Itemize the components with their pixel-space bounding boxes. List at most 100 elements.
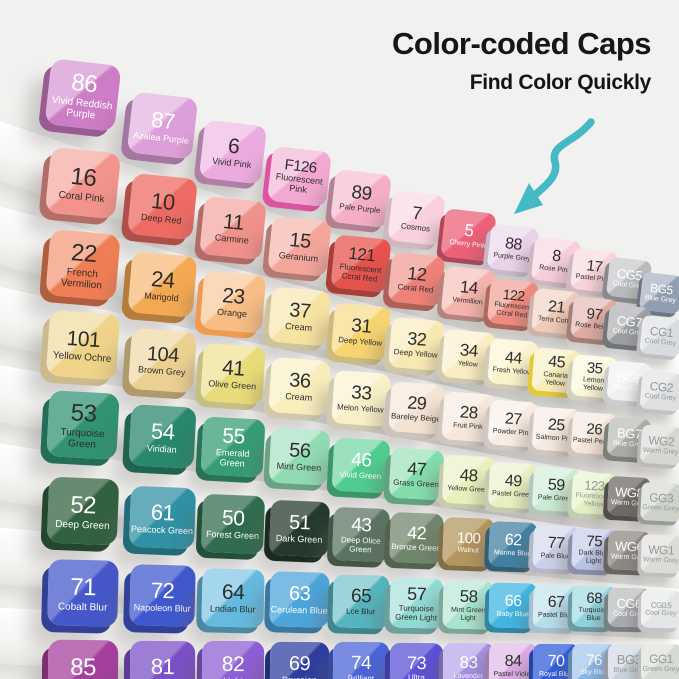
cap-code: 14 [459, 277, 479, 299]
cap-code: 81 [150, 653, 175, 679]
cap-code: 84 [504, 652, 522, 670]
cap-name: Turquoise Green Light [395, 603, 438, 623]
cap-name: Cobalt Blur [57, 600, 108, 614]
cap-name: Deep Green [54, 518, 110, 532]
marker-cap-65: 65 Lce Blur [332, 574, 390, 629]
marker-cap-16: 16 Coral Pink [44, 146, 122, 220]
cap-code: 48 [459, 465, 479, 486]
marker-cap-54: 54 Viridian [128, 404, 197, 469]
cap-code: 64 [221, 580, 245, 605]
cap-name: Turquoise Green [60, 426, 105, 451]
marker-cap-42: 42 Bronze Green [389, 511, 444, 565]
cap-code: 41 [221, 356, 246, 381]
cap-name: Ultra [407, 673, 425, 679]
cap-code: 75 [586, 533, 603, 551]
cap-code: 16 [69, 162, 98, 192]
cap-name: Blue Grey [644, 294, 677, 305]
marker-cap-48: 48 Yellow Green [441, 454, 496, 506]
cap-name: Coral Red [397, 282, 434, 295]
cap-code: 97 [585, 305, 604, 324]
cap-code: 123 [583, 477, 605, 494]
cap-name: Powder Pink [492, 427, 533, 437]
marker-cap-61: 61 Peacock Green [128, 485, 197, 550]
cap-code: 35 [586, 359, 604, 378]
marker-cap-86: 86 Vivid Reddish Purple [44, 58, 122, 132]
cap-name: Baby Blue [496, 610, 529, 619]
cap-name: Dark Green [275, 533, 323, 545]
marker-cap-46: 46 Vivid Green [331, 437, 391, 494]
marker-cap-55: 55 Emerald Green [200, 416, 266, 478]
cap-code: 72 [150, 577, 175, 603]
cap-code: 44 [504, 348, 523, 368]
cap-code: 74 [350, 653, 372, 675]
cap-name: Deep Olice Green [340, 534, 381, 554]
marker-cap-23: 23 Orange [199, 270, 267, 334]
cap-name: Carmine [214, 232, 250, 246]
cap-name: Yellow Ochre [52, 349, 112, 365]
cap-code: 45 [547, 353, 566, 372]
cap-name: Coral Pink [58, 189, 106, 205]
cap-name: Viridian [146, 442, 178, 455]
cap-name: Brown Grey [137, 364, 186, 378]
cap-code: 6 [226, 134, 241, 159]
marker-cap-66: 66 Baby Blue [488, 582, 538, 629]
cap-code: 85 [70, 653, 97, 679]
cap-code: 57 [406, 583, 427, 604]
cap-code: WG1 [647, 542, 675, 558]
cap-code: 82 [221, 652, 245, 677]
marker-cap-89: 89 Pale Purple [330, 169, 392, 228]
cap-name: Brilliant [347, 673, 375, 679]
marker-cap-64: 64 Lndian Blur [201, 568, 265, 628]
marker-cap-43: 43 Deep Olice Green [331, 506, 391, 563]
cap-code: 26 [585, 420, 603, 439]
cap-name: Cool Grey [644, 392, 677, 403]
cap-code: 56 [288, 439, 311, 463]
marker-cap-37: 37 Cream [267, 286, 332, 347]
marker-cap-62: 62 Marine Blue [488, 521, 538, 568]
marker-cap-74: 74 Brilliant [332, 641, 390, 679]
cap-code: 5 [463, 220, 475, 241]
marker-cap-22: 22 French Vermilion [45, 229, 121, 301]
cap-code: 71 [69, 573, 97, 601]
cap-name: Deep Yellow [337, 335, 383, 348]
cap-name: Green Grey [642, 504, 679, 514]
header: Color-coded Caps Find Color Quickly [392, 26, 651, 95]
marker-cap-CG2: CG2 Cool Grey [639, 370, 679, 412]
cap-code: 11 [222, 210, 246, 236]
cap-name: Pale Purple [338, 201, 381, 216]
cap-code: 28 [459, 402, 479, 423]
cap-code: 34 [459, 340, 479, 361]
cap-code: BG7 [616, 425, 643, 443]
cap-code: 8 [551, 247, 562, 266]
marker-cap-57: 57 Turquoise Green Light [389, 577, 444, 629]
cap-name: Napoleon Blur [133, 601, 191, 614]
marker-cap-CG1: CG1 Cool Grey [639, 315, 679, 357]
marker-cap-73: 73 Ultra [389, 642, 444, 679]
marker-cap-52: 52 Deep Green [46, 476, 120, 546]
cap-code: 88 [504, 234, 523, 254]
cap-name: Grass Green [392, 477, 440, 490]
cap-name: Warm Grey [642, 446, 679, 457]
cap-code: 25 [547, 416, 566, 435]
cap-code: WG6 [614, 538, 644, 555]
marker-cap-32: 32 Deep Yellow [388, 316, 445, 372]
cap-name: Cherry Pink [448, 239, 486, 251]
marker-cap-GG1: GG1 Green Grey [640, 643, 679, 679]
cap-name: Emerald Green [215, 447, 250, 469]
cap-code: 101 [65, 326, 101, 352]
marker-cap-83: 83 Lavender [442, 642, 495, 679]
cap-code: 68 [586, 590, 603, 608]
cap-name: Fluorescent Pink [275, 171, 324, 195]
cap-code: CG0.5 [650, 600, 672, 610]
cap-name: Cream [284, 391, 313, 403]
cap-code: GG1 [649, 652, 674, 667]
cap-code: 73 [406, 653, 427, 674]
cap-name: Vivid Reddish Purple [51, 94, 113, 122]
cap-code: 32 [406, 328, 428, 350]
cap-code: 21 [547, 297, 566, 317]
cap-name: French Vermilion [60, 266, 103, 292]
cap-name: Yellow [457, 360, 478, 369]
cap-code: 65 [350, 585, 372, 608]
cap-name: Cerulean Blue [270, 604, 328, 616]
